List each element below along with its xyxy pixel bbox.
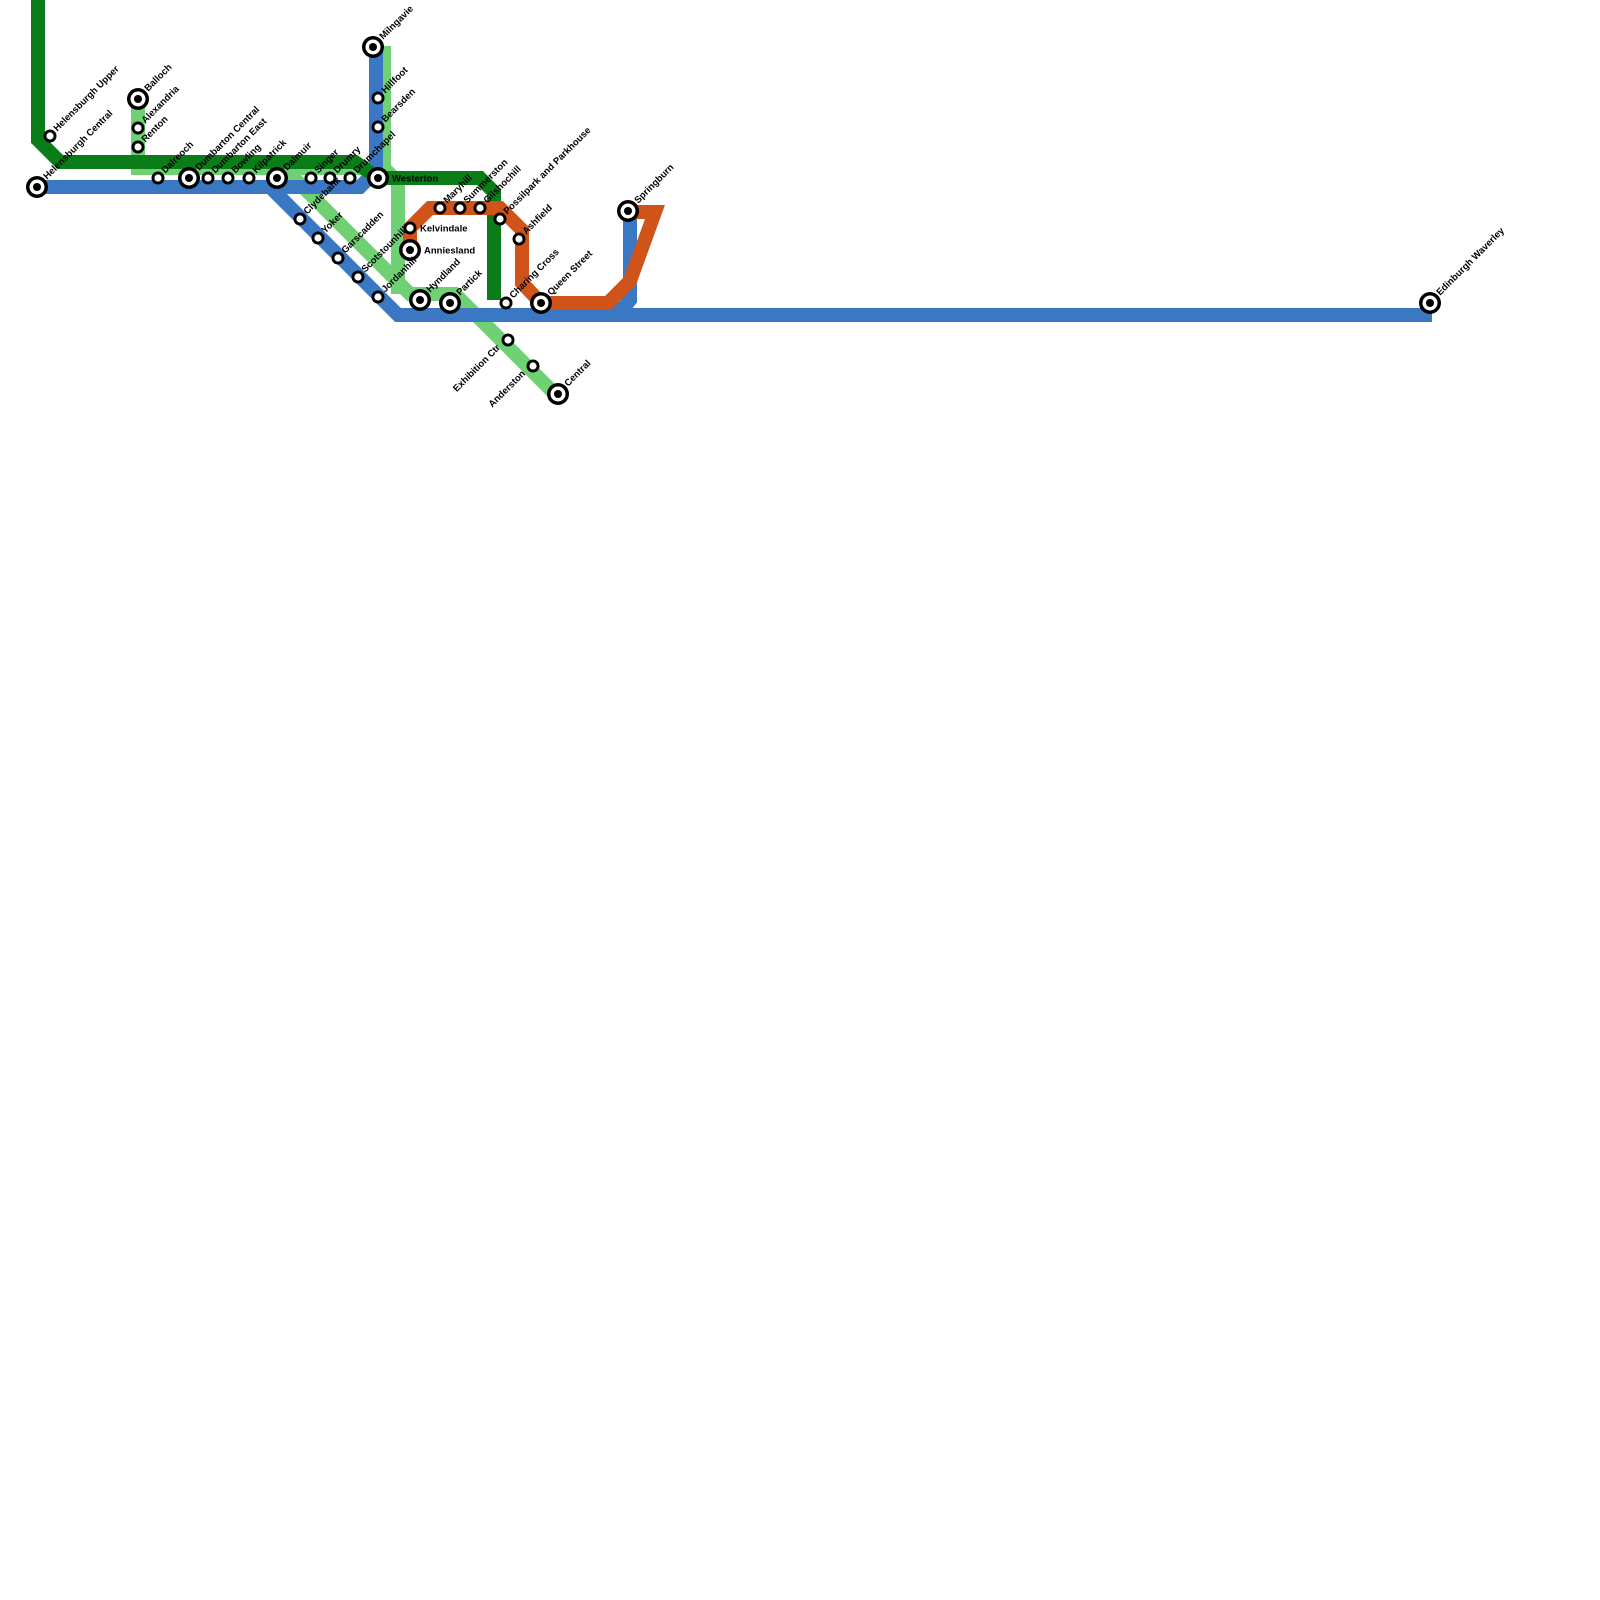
station-marker-inner: [496, 215, 504, 223]
station-central[interactable]: [547, 383, 569, 405]
station-marker-inner: [537, 299, 545, 307]
station-marker-inner: [154, 174, 162, 182]
station-westerton[interactable]: [367, 167, 389, 189]
station-marker-inner: [307, 174, 315, 182]
station-marker-inner: [529, 362, 537, 370]
station-hyndland[interactable]: [409, 289, 431, 311]
station-scotstounhill[interactable]: [351, 270, 365, 284]
station-marker-inner: [204, 174, 212, 182]
station-marker-inner: [314, 234, 322, 242]
station-marker-inner: [134, 95, 142, 103]
station-marker-inner: [406, 224, 414, 232]
station-kilpatrick[interactable]: [242, 171, 256, 185]
station-clydebank[interactable]: [293, 212, 307, 226]
station-drumchapel[interactable]: [343, 171, 357, 185]
station-summerston[interactable]: [453, 201, 467, 215]
station-edinburgh-waverley[interactable]: [1419, 292, 1441, 314]
station-marker-inner: [374, 174, 382, 182]
rail-line-segment: [403, 201, 665, 310]
station-marker-inner: [346, 174, 354, 182]
station-marker-inner: [296, 215, 304, 223]
station-anniesland[interactable]: [399, 239, 421, 261]
rail-line-segment: [378, 171, 501, 300]
station-possilpark-and-parkhouse[interactable]: [493, 212, 507, 226]
station-marker-inner: [374, 293, 382, 301]
rail-lines-layer: [31, 0, 1432, 402]
station-marker-inner: [624, 207, 632, 215]
station-dalreoch[interactable]: [151, 171, 165, 185]
station-marker-inner: [476, 204, 484, 212]
station-marker-inner: [245, 174, 253, 182]
station-drumry[interactable]: [323, 171, 337, 185]
station-marker-inner: [134, 124, 142, 132]
rail-line-segment: [612, 211, 637, 320]
station-singer[interactable]: [304, 171, 318, 185]
station-ashfield[interactable]: [512, 232, 526, 246]
station-yoker[interactable]: [311, 231, 325, 245]
station-bowling[interactable]: [221, 171, 235, 185]
rail-line-orange: [403, 201, 665, 310]
station-partick[interactable]: [439, 292, 461, 314]
station-marker-inner: [436, 204, 444, 212]
station-marker-inner: [446, 299, 454, 307]
station-anderston[interactable]: [526, 359, 540, 373]
station-marker-inner: [374, 94, 382, 102]
rail-line-segment: [31, 0, 382, 184]
station-marker-inner: [1426, 299, 1434, 307]
station-dalmuir[interactable]: [266, 167, 288, 189]
station-kelvindale[interactable]: [403, 221, 417, 235]
station-helensburgh-central[interactable]: [26, 176, 48, 198]
station-marker-inner: [504, 336, 512, 344]
station-marker-inner: [326, 174, 334, 182]
station-marker-inner: [416, 296, 424, 304]
station-balloch[interactable]: [127, 88, 149, 110]
station-label-kelvindale: Kelvindale: [420, 224, 468, 235]
rail-line-segment: [265, 182, 1432, 322]
station-marker-inner: [334, 254, 342, 262]
station-marker-inner: [224, 174, 232, 182]
station-marker-inner: [134, 143, 142, 151]
station-marker-inner: [374, 123, 382, 131]
station-gilshochill[interactable]: [473, 201, 487, 215]
station-marker-inner: [456, 204, 464, 212]
station-marker-inner: [354, 273, 362, 281]
station-label-westerton: Westerton: [392, 174, 438, 185]
station-garscadden[interactable]: [331, 251, 345, 265]
rail-line-green_dark: [31, 0, 501, 300]
station-milngavie[interactable]: [362, 36, 384, 58]
station-renton[interactable]: [131, 140, 145, 154]
station-helensburgh-upper[interactable]: [43, 129, 57, 143]
station-marker-inner: [46, 132, 54, 140]
station-marker-inner: [502, 299, 510, 307]
station-exhibition-ctr[interactable]: [501, 333, 515, 347]
station-queen-street[interactable]: [530, 292, 552, 314]
station-label-anniesland: Anniesland: [424, 246, 475, 257]
station-marker-inner: [515, 235, 523, 243]
station-marker-inner: [33, 183, 41, 191]
station-dumbarton-central[interactable]: [178, 167, 200, 189]
station-charing-cross[interactable]: [499, 296, 513, 310]
station-maryhill[interactable]: [433, 201, 447, 215]
station-hillfoot[interactable]: [371, 91, 385, 105]
station-marker-inner: [554, 390, 562, 398]
station-marker-inner: [406, 246, 414, 254]
stations-layer: [26, 36, 1441, 405]
station-dumbarton-east[interactable]: [201, 171, 215, 185]
station-jordanhill[interactable]: [371, 290, 385, 304]
station-springburn[interactable]: [617, 200, 639, 222]
station-marker-inner: [273, 174, 281, 182]
station-marker-inner: [185, 174, 193, 182]
station-alexandria[interactable]: [131, 121, 145, 135]
station-marker-inner: [369, 43, 377, 51]
station-bearsden[interactable]: [371, 120, 385, 134]
